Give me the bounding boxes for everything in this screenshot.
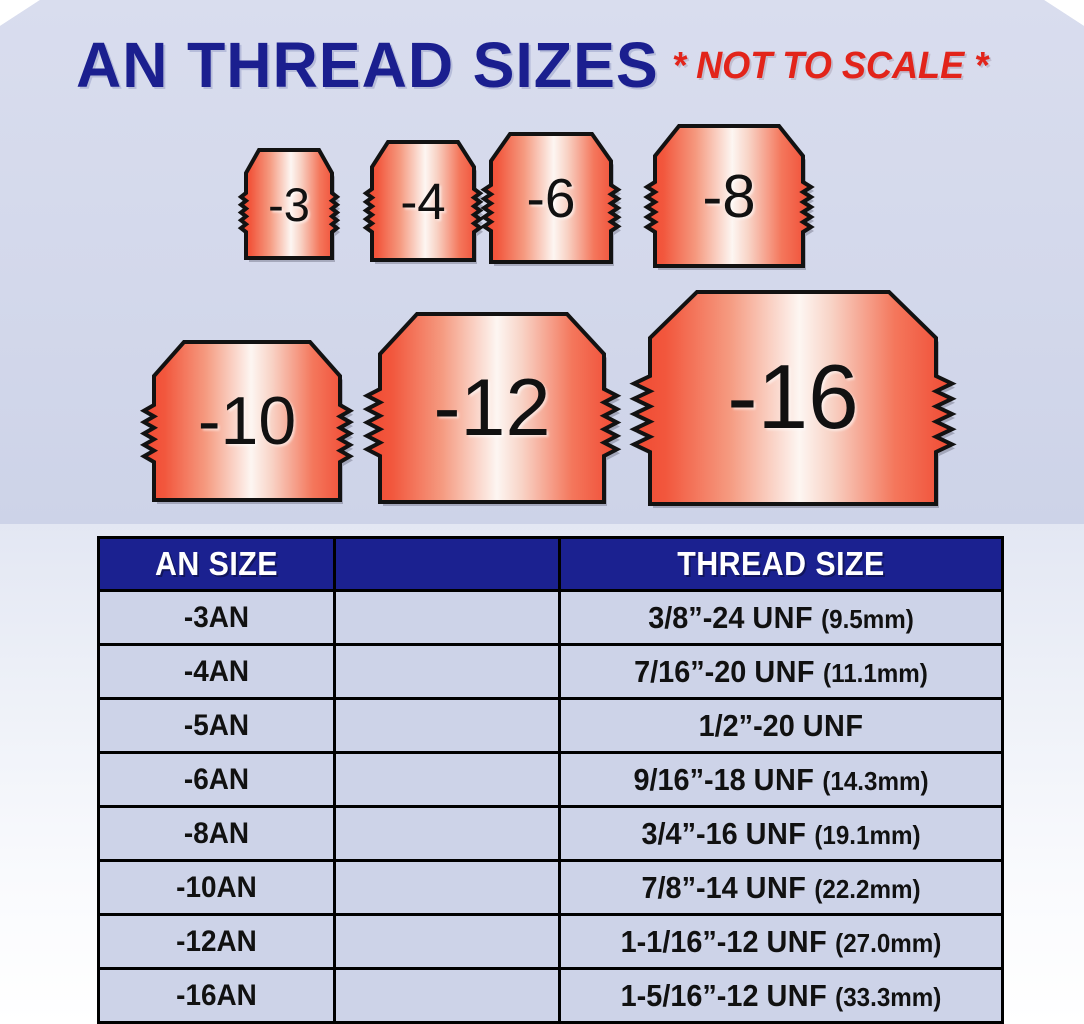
thread-metric: (19.1mm) [814,819,921,850]
fitting-shape-dash12: -12 [362,312,622,506]
thread-size-value: 7/16”-20 UNF (11.1mm) [576,654,985,690]
column-header-an-size: AN SIZE [97,536,336,592]
fitting-body [139,340,355,502]
thread-fraction: 3/8”-24 [648,599,745,635]
table-body: -3AN 3/8”-24 UNF (9.5mm) -4AN 7/16”-20 UNF … [97,589,1004,1024]
thread-metric: (27.0mm) [835,927,942,958]
cell-blank [333,967,561,1024]
table-header-row: AN SIZE THREAD SIZE [97,536,1004,592]
table-row: -8AN 3/4”-16 UNF (19.1mm) [97,805,1004,862]
thread-fraction: 7/8”-14 [641,869,738,905]
thread-standard: UNF [745,869,807,905]
cell-thread-size: 3/8”-24 UNF (9.5mm) [558,589,1004,646]
cell-blank [333,751,561,808]
table-row: -10AN 7/8”-14 UNF (22.2mm) [97,859,1004,916]
column-header-an-size-label: AN SIZE [155,545,278,582]
fitting-body [362,140,484,262]
fitting-body [480,132,622,264]
thread-standard: UNF [754,653,816,689]
fitting-shape-dash6: -6 [480,132,622,266]
cell-an-size: -5AN [97,697,336,754]
fitting-body [362,312,622,504]
thread-fraction: 1-1/16”-12 [620,923,759,959]
thread-size-table: AN SIZE THREAD SIZE -3AN 3/8”-24 UNF (9.5… [97,536,1004,1024]
fitting-shape-dash8: -8 [643,124,815,270]
an-size-value: -3AN [183,600,250,634]
thread-metric: (9.5mm) [821,603,914,634]
fitting-body [629,290,957,506]
thread-fraction: 1-5/16”-12 [620,977,759,1013]
cell-blank [333,859,561,916]
cell-thread-size: 9/16”-18 UNF (14.3mm) [558,751,1004,808]
an-size-value: -5AN [183,708,250,742]
thread-size-value: 1-1/16”-12 UNF (27.0mm) [576,924,985,960]
an-size-value: -16AN [176,978,257,1012]
table-header: AN SIZE THREAD SIZE [97,536,1004,592]
page-title: AN THREAD SIZES [76,29,659,101]
cell-thread-size: 3/4”-16 UNF (19.1mm) [558,805,1004,862]
thread-standard: UNF [766,923,828,959]
thread-size-value: 1/2”-20 UNF [576,708,985,744]
cell-blank [333,643,561,700]
cell-blank [333,589,561,646]
thread-fraction: 9/16”-18 [633,761,746,797]
cell-an-size: -8AN [97,805,336,862]
column-header-blank [333,536,561,592]
fitting-shape-dash3: -3 [237,148,341,262]
thread-standard: UNF [753,761,815,797]
table-row: -4AN 7/16”-20 UNF (11.1mm) [97,643,1004,700]
thread-size-value: 1-5/16”-12 UNF (33.3mm) [576,978,985,1014]
cell-thread-size: 7/8”-14 UNF (22.2mm) [558,859,1004,916]
table-row: -16AN 1-5/16”-12 UNF (33.3mm) [97,967,1004,1024]
thread-size-value: 7/8”-14 UNF (22.2mm) [576,870,985,906]
thread-size-value: 9/16”-18 UNF (14.3mm) [576,762,985,798]
column-header-thread-size-label: THREAD SIZE [677,545,885,582]
thread-standard: UNF [766,977,828,1013]
thread-standard: UNF [752,599,814,635]
fitting-shape-dash4: -4 [362,140,484,264]
an-size-value: -12AN [176,924,257,958]
cell-an-size: -3AN [97,589,336,646]
cell-thread-size: 1-5/16”-12 UNF (33.3mm) [558,967,1004,1024]
cell-thread-size: 1-1/16”-12 UNF (27.0mm) [558,913,1004,970]
thread-standard: UNF [802,707,864,743]
thread-metric: (33.3mm) [835,981,942,1012]
cell-blank [333,913,561,970]
table-row: -5AN 1/2”-20 UNF [97,697,1004,754]
an-size-value: -4AN [183,654,250,688]
an-size-value: -10AN [176,870,257,904]
table-row: -3AN 3/8”-24 UNF (9.5mm) [97,589,1004,646]
thread-fraction: 7/16”-20 [634,653,747,689]
thread-metric: (22.2mm) [814,873,921,904]
cell-an-size: -6AN [97,751,336,808]
column-header-thread-size: THREAD SIZE [558,536,1004,592]
fitting-body [643,124,815,268]
cell-thread-size: 7/16”-20 UNF (11.1mm) [558,643,1004,700]
thread-standard: UNF [745,815,807,851]
cell-an-size: -12AN [97,913,336,970]
thread-metric: (11.1mm) [823,657,928,688]
thread-fraction: 3/4”-16 [641,815,738,851]
table-row: -12AN 1-1/16”-12 UNF (27.0mm) [97,913,1004,970]
cell-blank [333,697,561,754]
thread-size-value: 3/8”-24 UNF (9.5mm) [576,600,985,636]
fitting-shape-dash16: -16 [629,290,957,508]
not-to-scale-note: * NOT TO SCALE * [672,45,989,87]
an-size-value: -8AN [183,816,250,850]
headline-row: AN THREAD SIZES * NOT TO SCALE * [0,28,1084,102]
thread-metric: (14.3mm) [822,765,929,796]
thread-size-value: 3/4”-16 UNF (19.1mm) [576,816,985,852]
fitting-body [237,148,341,260]
cell-an-size: -4AN [97,643,336,700]
fitting-shape-dash10: -10 [139,340,355,504]
cell-thread-size: 1/2”-20 UNF [558,697,1004,754]
table-row: -6AN 9/16”-18 UNF (14.3mm) [97,751,1004,808]
cell-an-size: -10AN [97,859,336,916]
cell-an-size: -16AN [97,967,336,1024]
thread-fraction: 1/2”-20 [698,707,795,743]
cell-blank [333,805,561,862]
an-size-value: -6AN [183,762,250,796]
